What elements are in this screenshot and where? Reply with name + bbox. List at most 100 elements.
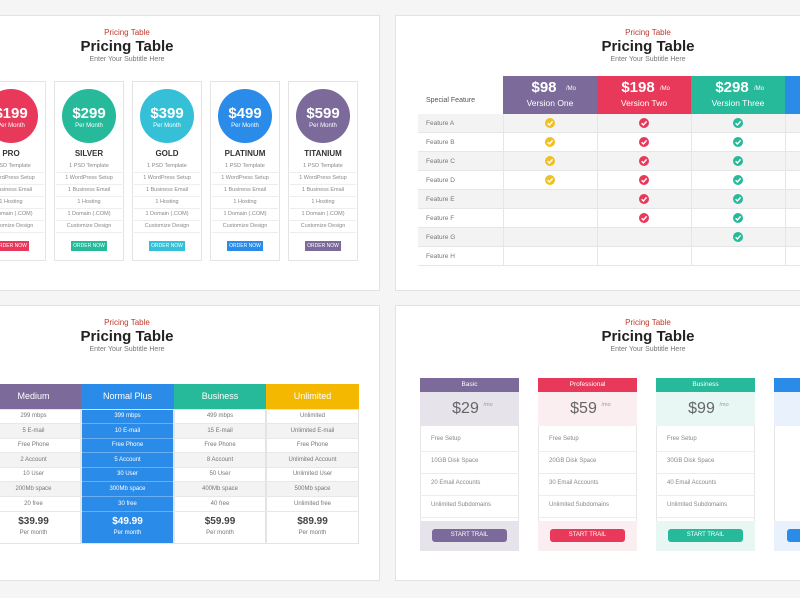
column-price: $59.99 <box>204 516 236 527</box>
card-feature: Free Setup <box>431 436 461 442</box>
column-body <box>81 409 174 544</box>
card-price-area <box>538 392 637 426</box>
card-divider <box>656 495 755 496</box>
column-period: Per month <box>298 530 327 536</box>
version-name: Version Two <box>620 98 668 108</box>
start-button[interactable]: START TRAIL <box>550 529 625 542</box>
column-header <box>174 384 266 409</box>
plan-feature: 1 Business Email <box>0 187 33 193</box>
column-item: 300Mb space <box>109 486 146 492</box>
card-feature: 40 Email Accounts <box>667 480 717 486</box>
card-divider <box>538 473 637 474</box>
check-icon <box>545 137 555 147</box>
row-divider <box>174 466 266 468</box>
row-divider <box>266 452 359 454</box>
check-icon <box>733 118 743 128</box>
row-stripe <box>175 482 265 497</box>
plan-feature: 1 WordPress Setup <box>143 175 191 181</box>
column-item: 500Mb space <box>294 486 331 492</box>
plan-feature: 1 PSD Template <box>303 163 343 169</box>
row-divider <box>174 423 266 424</box>
row-divider <box>81 452 174 454</box>
plan-feature: 1 Hosting <box>233 199 257 205</box>
version-name: Version Three <box>711 98 765 108</box>
card-price: $59 <box>570 400 597 417</box>
card-header <box>538 378 637 392</box>
card-name: Basic <box>461 381 478 388</box>
plan-name: PRO <box>2 149 20 158</box>
plan-price: $399 <box>150 105 184 122</box>
order-button[interactable]: ORDER NOW <box>71 241 107 251</box>
feature-divider <box>56 220 122 221</box>
row-divider <box>174 481 266 483</box>
feature-divider <box>0 208 44 209</box>
plan-feature: 1 Domain (.COM) <box>67 211 111 217</box>
row-stripe <box>0 482 80 497</box>
plan-card <box>0 81 46 261</box>
version-header <box>597 76 691 114</box>
card-divider <box>420 473 519 474</box>
card-divider <box>656 517 755 518</box>
plan-period: Per Month <box>309 123 337 129</box>
plan-period: Per Month <box>231 123 259 129</box>
column-item: 400Mb space <box>201 486 239 492</box>
feature-divider <box>56 208 122 209</box>
feature-divider <box>134 220 200 221</box>
order-button[interactable]: ORDER NOW <box>305 241 341 251</box>
column-price: $49.99 <box>112 516 143 527</box>
column-name: Normal Plus <box>102 391 152 401</box>
row-divider <box>0 423 81 424</box>
feature-divider <box>290 172 356 173</box>
column-item: 8 Account <box>206 456 234 463</box>
plan-feature: Customize Design <box>0 223 34 229</box>
plan-feature: 1 Domain (.COM) <box>301 211 345 217</box>
row-divider <box>266 496 359 497</box>
start-button[interactable] <box>786 529 800 542</box>
check-icon <box>733 175 743 185</box>
plan-price: $199 <box>0 105 28 122</box>
start-button[interactable]: START TRAIL <box>668 529 743 542</box>
check-icon <box>639 118 649 128</box>
column-item: 30 free <box>118 500 137 507</box>
version-header <box>503 76 597 114</box>
column-divider <box>597 114 598 266</box>
plan-feature: 1 Hosting <box>77 199 101 205</box>
feature-label-header: Special Feature <box>426 97 476 104</box>
card-header <box>420 378 519 392</box>
start-button[interactable]: START TRAIL <box>432 529 507 542</box>
order-button[interactable]: ORDER NOW <box>227 241 263 251</box>
column-item: 5 Account <box>114 456 141 463</box>
slide-subtitle: Enter Your Subtitle Here <box>89 56 165 63</box>
column-item: 30 User <box>116 471 138 478</box>
price-circle <box>218 89 272 143</box>
check-icon <box>733 156 743 166</box>
card-feature: 30GB Disk Space <box>667 458 715 464</box>
row-divider <box>0 437 81 439</box>
version-period: /Mo <box>566 86 577 92</box>
card-feature: Unlimited Subdomains <box>667 502 728 508</box>
card-feature: 10GB Disk Space <box>431 458 479 464</box>
row-stripe <box>0 452 80 468</box>
feature-divider <box>0 172 44 173</box>
slide-subtitle: Enter Your Subtitle Here <box>89 346 165 353</box>
row-divider <box>266 437 359 439</box>
column-item: 10 User <box>22 471 44 478</box>
column-item: 10 E-mail <box>114 427 141 434</box>
plan-name: PLATINUM <box>224 149 266 158</box>
price-circle <box>62 89 116 143</box>
column-price: $89.99 <box>297 516 328 527</box>
feature-divider <box>212 232 278 233</box>
check-icon <box>545 175 555 185</box>
row-stripe <box>175 423 265 439</box>
plan-feature: 1 WordPress Setup <box>65 175 113 181</box>
column-item: 399 mbps <box>114 413 141 419</box>
version-price: $298 <box>715 79 749 96</box>
column-item: 299 mbps <box>20 413 47 419</box>
slide-title: Pricing Table <box>601 38 695 55</box>
plan-feature: 1 Business Email <box>301 187 345 193</box>
order-button[interactable]: ORDER NOW <box>0 241 29 251</box>
order-button[interactable]: ORDER NOW <box>149 241 185 251</box>
card-divider <box>420 495 519 496</box>
column-item: Unlimited <box>299 413 325 419</box>
plan-feature: 1 PSD Template <box>225 163 265 169</box>
